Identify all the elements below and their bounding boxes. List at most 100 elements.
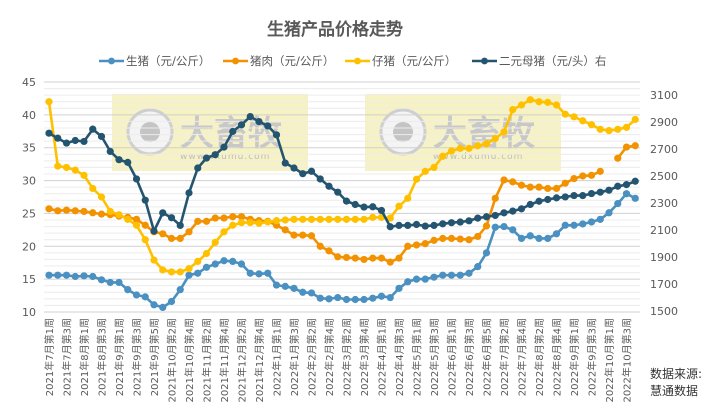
data-point	[605, 127, 613, 135]
data-point	[106, 278, 114, 287]
data-point	[132, 215, 141, 223]
data-point	[421, 240, 429, 248]
x-axis-tick-label: 2021年12月第4周	[253, 318, 266, 403]
data-point	[290, 231, 298, 239]
data-point	[211, 151, 219, 159]
data-point	[622, 143, 631, 151]
data-point	[194, 269, 202, 277]
x-axis-tick-label: 2021年9月第5周	[148, 318, 161, 396]
data-point	[587, 171, 596, 179]
legend-marker-icon	[108, 57, 115, 65]
data-point	[491, 194, 499, 202]
data-point	[561, 221, 569, 229]
data-point	[106, 147, 114, 156]
data-point	[439, 234, 447, 242]
chart-title: 生猪产品价格走势	[267, 19, 403, 40]
legend-item: 二元母猪（元/头）右	[472, 54, 606, 68]
data-point	[246, 269, 254, 277]
data-point	[579, 117, 587, 125]
data-point	[421, 222, 429, 230]
data-point	[465, 269, 473, 277]
data-point	[176, 286, 184, 294]
data-point	[71, 136, 79, 145]
right-axis-tick-label: 3100	[650, 89, 678, 102]
data-point	[430, 236, 438, 244]
data-point	[89, 272, 97, 281]
data-point	[159, 266, 167, 274]
x-axis-tick-label: 2021年9月第1周	[113, 318, 126, 396]
data-point	[115, 156, 123, 164]
data-point	[255, 270, 263, 278]
series-3	[45, 96, 639, 276]
data-point	[447, 219, 456, 227]
data-point	[176, 234, 184, 242]
data-point	[430, 221, 438, 230]
x-axis-tick-label: 2022年5月第1周	[411, 318, 424, 396]
data-point	[255, 219, 263, 227]
data-point	[552, 184, 561, 193]
data-point	[185, 228, 193, 236]
x-axis-tick-label: 2022年10月第1周	[603, 318, 616, 403]
left-axis-tick-label: 30	[22, 175, 36, 188]
data-point	[369, 213, 377, 221]
x-axis-tick-label: 2021年8月第1周	[78, 318, 91, 396]
series-lines	[45, 96, 639, 311]
data-point	[369, 294, 377, 302]
data-point	[412, 275, 421, 283]
data-point	[517, 205, 526, 213]
data-point	[570, 113, 578, 121]
data-point	[395, 202, 403, 210]
data-point	[447, 147, 456, 155]
data-point	[54, 207, 62, 215]
data-point	[132, 175, 141, 183]
data-point	[150, 256, 158, 264]
data-point	[167, 268, 176, 276]
data-point	[150, 227, 158, 235]
data-point	[325, 182, 333, 190]
data-point	[456, 144, 464, 152]
data-point	[176, 268, 184, 276]
data-point	[377, 254, 386, 262]
legend: 生猪（元/公斤） 猪肉（元/公斤） 仔猪（元/公斤） 二元母猪（元/头）右	[99, 54, 606, 68]
data-point	[202, 249, 211, 258]
data-point	[62, 163, 71, 172]
watermark-logo-eye-icon	[393, 122, 413, 142]
data-point	[71, 166, 79, 174]
series-line	[49, 192, 636, 309]
data-point	[299, 288, 307, 296]
data-point	[596, 188, 604, 196]
left-axis-tick-label: 45	[22, 76, 36, 89]
data-point	[194, 217, 202, 225]
data-point	[325, 295, 333, 303]
data-point	[570, 221, 578, 229]
data-point	[526, 200, 534, 209]
data-point	[290, 215, 298, 223]
data-point	[45, 129, 53, 137]
data-point	[115, 211, 123, 219]
data-point	[307, 232, 316, 240]
data-point	[439, 152, 447, 160]
data-point	[246, 219, 254, 227]
data-point	[80, 171, 88, 179]
data-point	[281, 159, 289, 167]
data-point	[325, 247, 333, 255]
data-point	[80, 207, 88, 216]
left-axis-tick-label: 35	[22, 142, 36, 155]
data-point	[272, 131, 281, 139]
data-point	[517, 101, 526, 109]
data-point	[447, 234, 456, 242]
data-point	[141, 196, 149, 204]
data-point	[71, 272, 79, 281]
data-point	[229, 221, 237, 229]
data-point	[351, 215, 359, 223]
data-point	[544, 234, 552, 242]
data-point	[456, 218, 464, 226]
x-axis-tick-label: 2022年2月第4周	[323, 318, 336, 396]
data-point	[622, 123, 631, 131]
data-point	[377, 292, 386, 300]
source-label: 数据来源:	[650, 366, 702, 381]
data-point	[159, 209, 167, 217]
x-axis-tick-label: 2022年9月第3周	[586, 318, 599, 396]
data-point	[71, 207, 79, 215]
